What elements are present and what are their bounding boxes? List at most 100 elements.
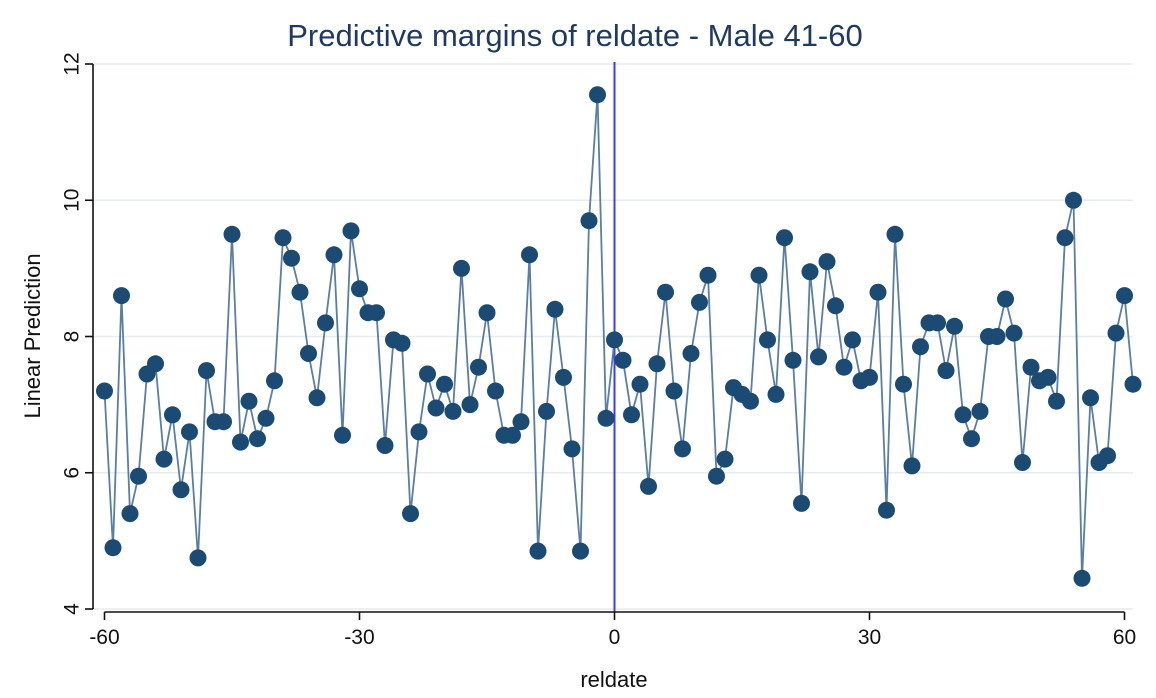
data-point: [478, 304, 496, 322]
data-point: [368, 304, 385, 322]
data-point: [334, 426, 351, 444]
data-point: [793, 494, 810, 512]
data-point: [589, 86, 606, 104]
data-point: [436, 375, 453, 393]
data-point: [580, 212, 598, 230]
data-point: [597, 409, 615, 427]
data-point: [402, 505, 419, 523]
x-axis-label: reldate: [580, 667, 647, 692]
data-point: [1022, 358, 1040, 376]
data-point: [198, 362, 215, 380]
data-point: [716, 450, 734, 468]
data-point: [104, 539, 122, 557]
data-point: [776, 229, 793, 247]
data-point: [266, 372, 283, 390]
data-point: [232, 433, 249, 451]
data-point: [249, 430, 266, 448]
data-point: [691, 293, 708, 311]
data-point: [810, 348, 827, 366]
data-point: [257, 409, 275, 427]
data-point: [529, 542, 547, 560]
data-point: [189, 549, 207, 567]
data-point: [665, 382, 683, 400]
data-point: [912, 338, 929, 356]
data-point: [274, 229, 292, 247]
data-point: [1073, 569, 1091, 587]
data-point: [376, 437, 394, 454]
data-point: [453, 259, 470, 277]
data-point: [937, 362, 955, 380]
x-tick-label: -30: [344, 626, 374, 649]
data-point: [240, 392, 258, 410]
data-point: [1039, 368, 1057, 386]
data-point: [427, 399, 445, 417]
data-point: [572, 542, 589, 560]
data-point: [954, 406, 972, 424]
data-point: [1065, 191, 1082, 209]
data-point: [1056, 229, 1074, 247]
data-point: [487, 382, 504, 400]
data-point: [988, 328, 1006, 345]
data-point: [963, 430, 980, 448]
data-point: [878, 501, 895, 519]
data-point: [801, 263, 819, 281]
data-point: [563, 440, 581, 458]
data-point: [555, 368, 572, 386]
data-point: [742, 392, 759, 410]
data-point: [929, 314, 946, 332]
data-point: [946, 317, 963, 335]
data-point: [657, 283, 674, 301]
data-point: [291, 283, 309, 301]
data-point: [283, 249, 300, 267]
data-point: [750, 266, 768, 284]
data-point: [512, 413, 530, 431]
y-tick-label: 6: [60, 467, 83, 479]
x-tick-label: -60: [89, 626, 119, 649]
data-point: [682, 345, 700, 362]
data-point: [96, 382, 113, 400]
y-axis-label: Linear Prediction: [20, 253, 45, 418]
data-point: [759, 331, 776, 349]
x-axis-ticks: -60 -30 0 30 60: [89, 612, 1136, 649]
data-point: [674, 440, 691, 458]
data-point: [504, 426, 521, 444]
data-point: [419, 365, 436, 383]
data-point: [300, 345, 317, 362]
data-point: [1099, 447, 1116, 465]
data-point: [470, 358, 487, 376]
chart-title: Predictive margins of reldate - Male 41-…: [287, 18, 862, 53]
data-point: [164, 406, 181, 424]
data-point: [223, 225, 241, 243]
data-point: [181, 423, 198, 441]
data-point: [903, 457, 921, 475]
data-point: [767, 385, 785, 403]
data-point: [215, 413, 232, 431]
data-point: [155, 450, 173, 468]
x-tick-label: 30: [858, 626, 881, 649]
data-point: [546, 300, 564, 318]
data-point: [784, 351, 802, 369]
y-axis-ticks: 4 6 8 10 12: [60, 52, 93, 615]
x-tick-label: 0: [609, 626, 621, 649]
data-point: [1048, 392, 1065, 410]
y-tick-label: 10: [60, 189, 83, 212]
data-point: [895, 375, 912, 393]
data-point: [317, 314, 334, 332]
data-point: [130, 467, 147, 485]
x-tick-label: 60: [1113, 626, 1136, 649]
data-point: [1116, 287, 1133, 305]
data-point: [325, 246, 343, 264]
data-point: [971, 402, 989, 420]
y-tick-label: 4: [60, 603, 83, 615]
data-point: [521, 246, 538, 264]
data-point: [1107, 324, 1125, 342]
data-point: [1124, 375, 1142, 393]
data-point: [699, 266, 717, 284]
data-point: [648, 355, 666, 373]
data-point: [351, 280, 368, 298]
data-point: [640, 477, 657, 495]
data-point: [1014, 454, 1031, 471]
data-point: [308, 389, 326, 407]
data-point: [1082, 389, 1099, 407]
marker-layer: [96, 86, 1142, 587]
